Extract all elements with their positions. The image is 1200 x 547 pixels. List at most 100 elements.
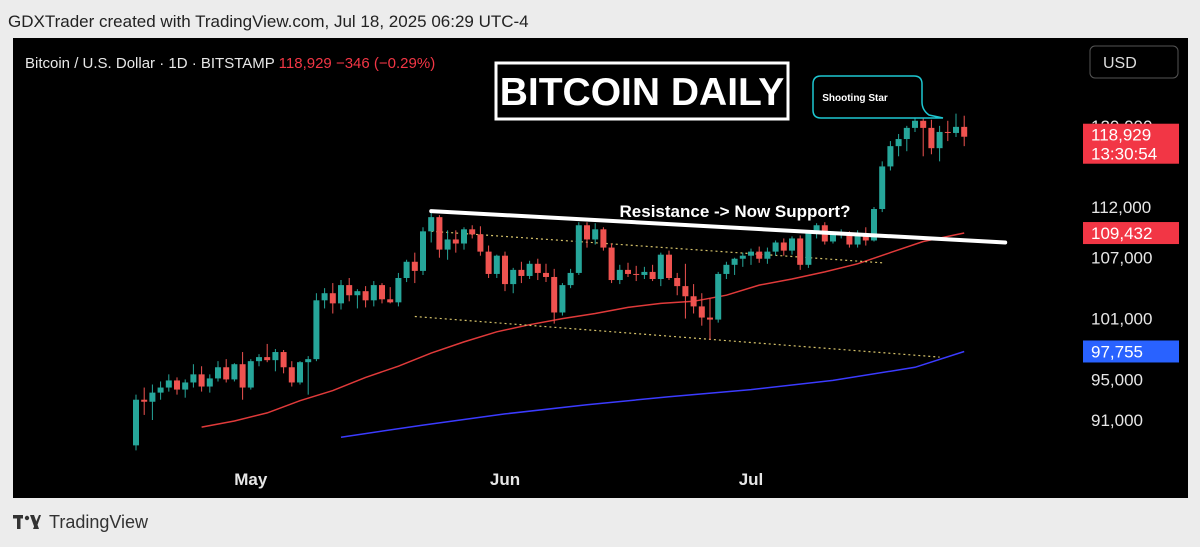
candle-down[interactable] bbox=[707, 317, 713, 320]
chart-area[interactable]: Resistance -> Now Support? BITCOIN DAILY S… bbox=[13, 38, 1188, 498]
candle-up[interactable] bbox=[895, 139, 902, 147]
candle-up[interactable] bbox=[830, 234, 836, 242]
candle-up[interactable] bbox=[936, 131, 943, 149]
candle-up[interactable] bbox=[133, 399, 139, 446]
candle-down[interactable] bbox=[436, 217, 443, 250]
candle-down[interactable] bbox=[543, 272, 549, 277]
candle-down[interactable] bbox=[198, 374, 205, 387]
candle-down[interactable] bbox=[584, 225, 590, 240]
candle-up[interactable] bbox=[715, 273, 722, 320]
candle-down[interactable] bbox=[469, 229, 476, 235]
candle-up[interactable] bbox=[190, 374, 197, 383]
candle-up[interactable] bbox=[272, 352, 279, 361]
candle-up[interactable] bbox=[149, 392, 156, 402]
candle-up[interactable] bbox=[953, 126, 959, 133]
currency-button-label[interactable]: USD bbox=[1103, 55, 1137, 72]
candle-down[interactable] bbox=[649, 271, 656, 280]
candle-down[interactable] bbox=[756, 251, 763, 259]
candle-up[interactable] bbox=[313, 300, 320, 360]
candle-up[interactable] bbox=[526, 263, 533, 276]
candle-up[interactable] bbox=[616, 269, 623, 281]
candle-down[interactable] bbox=[477, 234, 484, 252]
candle-up[interactable] bbox=[338, 285, 344, 304]
candle-down[interactable] bbox=[387, 299, 394, 303]
candle-down[interactable] bbox=[928, 127, 935, 149]
candle-down[interactable] bbox=[551, 276, 558, 313]
candle-down[interactable] bbox=[141, 399, 148, 402]
candle-up[interactable] bbox=[903, 127, 910, 140]
tradingview-logo-icon[interactable] bbox=[13, 513, 41, 531]
candle-down[interactable] bbox=[534, 263, 541, 273]
candle-up[interactable] bbox=[723, 264, 730, 274]
candle-down[interactable] bbox=[633, 273, 640, 275]
candle-up[interactable] bbox=[444, 239, 451, 250]
footer-brand[interactable]: TradingView bbox=[49, 511, 149, 532]
candle-up[interactable] bbox=[748, 251, 754, 256]
candle-down[interactable] bbox=[280, 352, 287, 368]
candle-up[interactable] bbox=[657, 254, 664, 280]
candle-up[interactable] bbox=[493, 255, 500, 274]
price-chart[interactable]: Resistance -> Now Support? BITCOIN DAILY S… bbox=[13, 38, 1188, 498]
candle-up[interactable] bbox=[871, 209, 877, 241]
candle-down[interactable] bbox=[674, 278, 681, 287]
candle-down[interactable] bbox=[797, 238, 804, 265]
candle-up[interactable] bbox=[297, 362, 303, 383]
candle-down[interactable] bbox=[698, 306, 705, 318]
candle-down[interactable] bbox=[329, 293, 336, 304]
candle-up[interactable] bbox=[165, 380, 172, 388]
candle-up[interactable] bbox=[305, 359, 312, 363]
candle-up[interactable] bbox=[182, 382, 189, 390]
candle-up[interactable] bbox=[879, 166, 886, 210]
candle-up[interactable] bbox=[206, 378, 213, 387]
candle-up[interactable] bbox=[461, 229, 467, 244]
candle-up[interactable] bbox=[256, 357, 262, 362]
resistance-line[interactable] bbox=[429, 209, 1008, 245]
candle-down[interactable] bbox=[346, 285, 353, 296]
candle-down[interactable] bbox=[862, 233, 869, 241]
candle-up[interactable] bbox=[789, 238, 795, 251]
candle-down[interactable] bbox=[239, 364, 246, 388]
candle-down[interactable] bbox=[264, 357, 271, 361]
candle-up[interactable] bbox=[247, 361, 254, 388]
candle-down[interactable] bbox=[600, 229, 607, 248]
candle-down[interactable] bbox=[920, 120, 927, 128]
candle-up[interactable] bbox=[321, 293, 328, 301]
candle-down[interactable] bbox=[518, 269, 525, 276]
candle-up[interactable] bbox=[231, 364, 238, 380]
candle-up[interactable] bbox=[157, 387, 164, 393]
candle-up[interactable] bbox=[805, 231, 812, 265]
candle-down[interactable] bbox=[379, 285, 385, 300]
candle-down[interactable] bbox=[608, 247, 615, 281]
currency-button[interactable] bbox=[1089, 45, 1179, 79]
candle-down[interactable] bbox=[846, 233, 853, 245]
candle-down[interactable] bbox=[690, 296, 697, 307]
candle-down[interactable] bbox=[411, 261, 418, 271]
candle-down[interactable] bbox=[961, 126, 968, 137]
candle-up[interactable] bbox=[395, 278, 402, 303]
candle-up[interactable] bbox=[510, 269, 517, 285]
candle-up[interactable] bbox=[813, 225, 820, 232]
candle-down[interactable] bbox=[682, 286, 689, 297]
candle-up[interactable] bbox=[354, 291, 361, 296]
candle-up[interactable] bbox=[559, 285, 566, 313]
candle-up[interactable] bbox=[912, 120, 918, 128]
candle-up[interactable] bbox=[641, 271, 648, 275]
candle-down[interactable] bbox=[174, 380, 180, 390]
candle-up[interactable] bbox=[772, 242, 779, 252]
candle-up[interactable] bbox=[403, 261, 410, 278]
candle-up[interactable] bbox=[370, 285, 377, 301]
candle-up[interactable] bbox=[215, 367, 221, 379]
candle-up[interactable] bbox=[420, 231, 426, 271]
candle-down[interactable] bbox=[452, 239, 459, 244]
candle-up[interactable] bbox=[731, 258, 738, 265]
candle-down[interactable] bbox=[502, 255, 508, 285]
candle-up[interactable] bbox=[854, 233, 861, 245]
candle-up[interactable] bbox=[428, 217, 435, 232]
candle-down[interactable] bbox=[362, 291, 369, 301]
candle-down[interactable] bbox=[625, 269, 631, 274]
candle-down[interactable] bbox=[485, 251, 492, 274]
candle-up[interactable] bbox=[739, 255, 746, 259]
candle-up[interactable] bbox=[764, 251, 771, 259]
candle-down[interactable] bbox=[223, 367, 230, 380]
candle-down[interactable] bbox=[288, 367, 295, 383]
